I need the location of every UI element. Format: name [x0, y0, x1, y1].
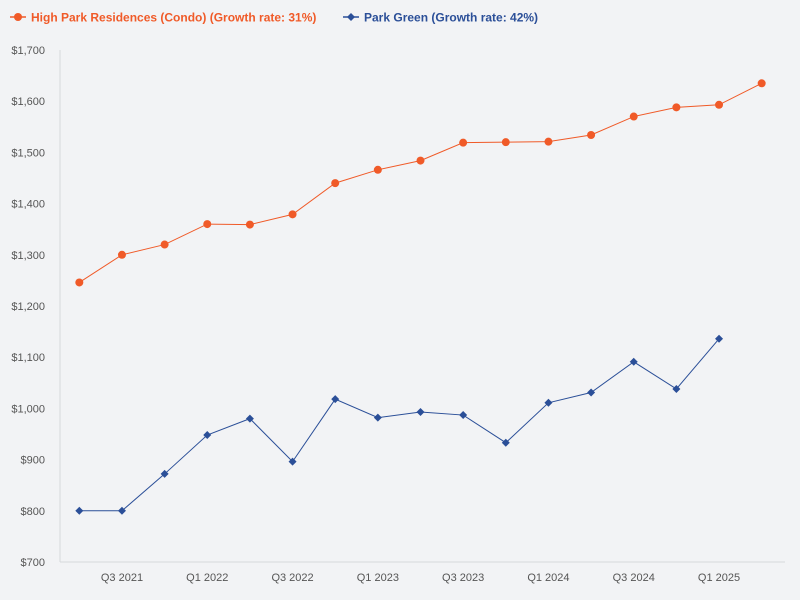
data-point[interactable] [373, 413, 382, 422]
data-point[interactable] [331, 179, 340, 188]
x-tick-label: Q1 2024 [527, 572, 569, 584]
data-point[interactable] [117, 250, 126, 259]
data-point[interactable] [715, 100, 724, 109]
legend: High Park Residences (Condo) (Growth rat… [10, 11, 538, 25]
data-point[interactable] [160, 240, 169, 249]
data-point[interactable] [544, 137, 553, 146]
data-point[interactable] [459, 138, 468, 147]
series-1 [75, 334, 724, 515]
legend-item-1[interactable]: Park Green (Growth rate: 42%) [343, 11, 538, 25]
y-tick-label: $700 [21, 557, 45, 569]
data-point[interactable] [203, 220, 212, 229]
y-tick-label: $1,500 [11, 147, 45, 159]
data-point[interactable] [501, 138, 510, 147]
data-point[interactable] [416, 156, 425, 165]
y-tick-label: $900 [21, 455, 45, 467]
data-point[interactable] [715, 334, 724, 343]
x-tick-label: Q3 2022 [271, 572, 313, 584]
data-point[interactable] [587, 388, 596, 397]
x-tick-label: Q3 2024 [613, 572, 655, 584]
series-line [79, 82, 762, 283]
x-tick-label: Q1 2025 [698, 572, 740, 584]
data-point[interactable] [331, 395, 340, 404]
data-point[interactable] [672, 103, 681, 112]
data-point[interactable] [203, 431, 212, 440]
data-point[interactable] [629, 112, 638, 121]
y-tick-label: $1,000 [11, 403, 45, 415]
y-tick-label: $800 [21, 506, 45, 518]
series-layer [75, 79, 766, 515]
y-tick-label: $1,600 [11, 96, 45, 108]
y-tick-label: $1,400 [11, 199, 45, 211]
x-tick-label: Q3 2023 [442, 572, 484, 584]
data-point[interactable] [373, 165, 382, 174]
axes: $700 $800 $900 $1,000 $1,100 $1,200 $1,300 $1,4… [11, 45, 785, 584]
x-tick-label: Q1 2022 [186, 572, 228, 584]
data-point[interactable] [245, 414, 254, 423]
data-point[interactable] [757, 79, 766, 88]
data-point[interactable] [117, 506, 126, 515]
data-point[interactable] [459, 411, 468, 420]
data-point[interactable] [160, 469, 169, 478]
data-point[interactable] [544, 398, 553, 407]
y-tick-label: $1,100 [11, 352, 45, 364]
legend-marker-circle [14, 13, 22, 21]
legend-marker-diamond [347, 13, 355, 21]
data-point[interactable] [75, 278, 84, 287]
series-0 [75, 79, 766, 287]
data-point[interactable] [501, 438, 510, 447]
y-tick-label: $1,200 [11, 301, 45, 313]
data-point[interactable] [629, 357, 638, 366]
x-tick-label: Q1 2023 [357, 572, 399, 584]
data-point[interactable] [288, 210, 297, 219]
series-line [79, 338, 720, 512]
x-tick-label: Q3 2021 [101, 572, 143, 584]
data-point[interactable] [288, 457, 297, 466]
legend-item-0[interactable]: High Park Residences (Condo) (Growth rat… [10, 11, 316, 25]
data-point[interactable] [587, 130, 596, 139]
data-point[interactable] [75, 506, 84, 515]
y-tick-label: $1,300 [11, 250, 45, 262]
data-point[interactable] [672, 384, 681, 393]
legend-label: Park Green (Growth rate: 42%) [364, 11, 538, 25]
legend-label: High Park Residences (Condo) (Growth rat… [31, 11, 316, 25]
y-tick-label: $1,700 [11, 45, 45, 57]
data-point[interactable] [416, 407, 425, 416]
data-point[interactable] [245, 220, 254, 229]
